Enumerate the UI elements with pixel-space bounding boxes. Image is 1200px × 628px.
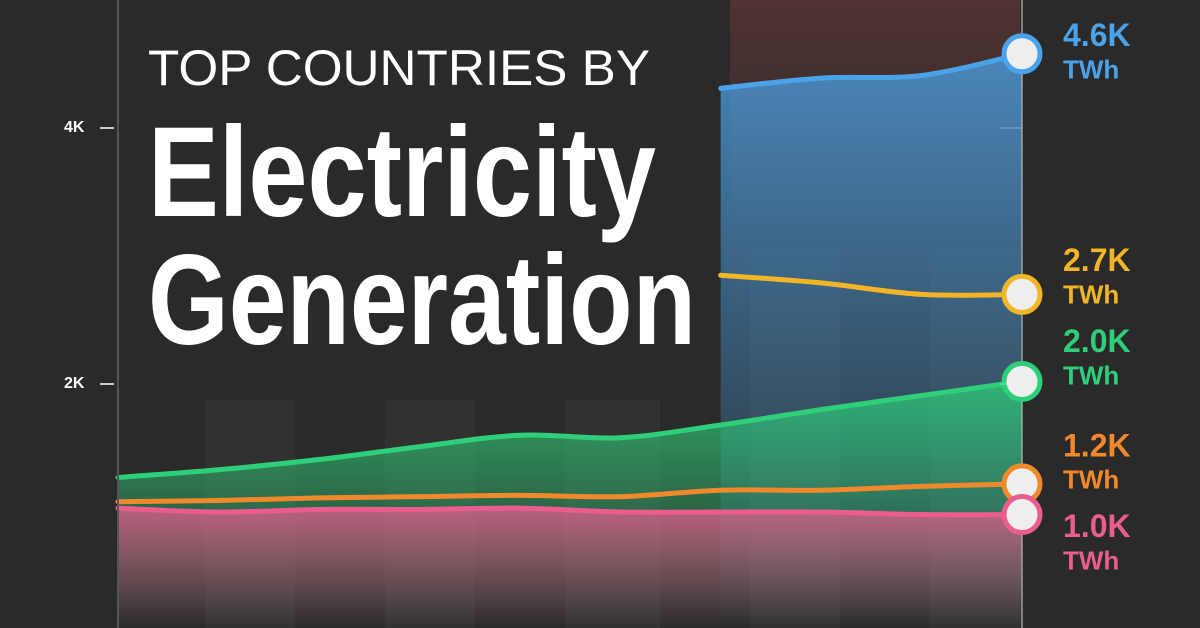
value-unit: TWh — [1063, 465, 1119, 495]
value-unit: TWh — [1063, 360, 1119, 390]
value-unit: TWh — [1063, 279, 1119, 309]
value-label: 1.2K — [1063, 427, 1131, 463]
value-label: 4.6K — [1063, 17, 1131, 53]
title-lead: TOP COUNTRIES BY — [148, 40, 650, 96]
line — [115, 505, 1025, 518]
end-marker — [1001, 360, 1043, 402]
value-label: 1.0K — [1063, 508, 1131, 544]
y-tick-label: 4K — [64, 119, 85, 136]
area — [118, 508, 1022, 628]
line — [718, 51, 1025, 91]
value-unit: TWh — [1063, 55, 1119, 85]
y-tick-label: 2K — [64, 375, 85, 392]
line — [718, 272, 1025, 298]
end-marker — [1001, 494, 1043, 536]
line — [115, 481, 1025, 505]
end-marker — [1001, 33, 1043, 75]
title-main: Generation — [148, 229, 696, 372]
end-marker — [1001, 273, 1043, 315]
value-label: 2.7K — [1063, 242, 1131, 278]
line — [115, 378, 1025, 480]
value-unit: TWh — [1063, 545, 1119, 575]
title-main: Electricity — [148, 101, 656, 244]
value-label: 2.0K — [1063, 323, 1131, 359]
plot-area — [115, 51, 1025, 628]
title-backdrop — [130, 20, 700, 380]
title: TOP COUNTRIES BY Electricity Generation — [130, 20, 700, 380]
